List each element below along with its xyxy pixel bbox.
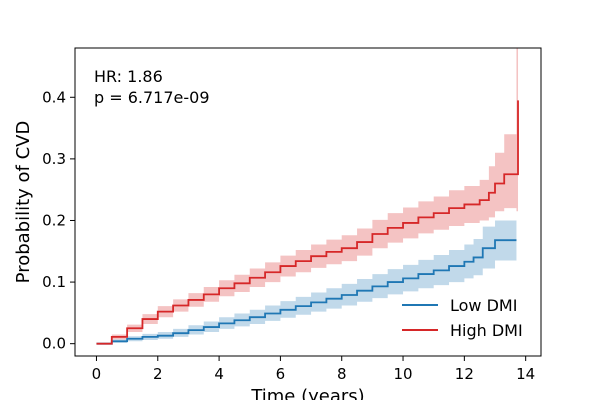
hazard-ratio-annotation: HR: 1.86 — [94, 67, 163, 86]
series-line-high-dmi — [96, 100, 519, 345]
x-axis-ticks: 0 2 4 6 8 10 12 14 — [92, 356, 535, 383]
x-tick-label: 6 — [276, 365, 286, 383]
y-axis-label: Probability of CVD — [13, 121, 34, 284]
confidence-bands — [96, 48, 519, 344]
y-tick-label: 0.1 — [42, 273, 66, 291]
series-line-low-dmi — [96, 239, 517, 345]
p-value-annotation: p = 6.717e-09 — [94, 88, 210, 107]
legend-label-low-dmi: Low DMI — [450, 296, 517, 315]
legend-label-high-dmi: High DMI — [450, 321, 523, 340]
y-tick-label: 0.3 — [42, 150, 66, 168]
x-tick-label: 2 — [153, 365, 163, 383]
x-tick-label: 0 — [92, 365, 102, 383]
x-tick-label: 12 — [455, 365, 474, 383]
series-lines — [96, 100, 519, 345]
x-tick-label: 10 — [393, 365, 412, 383]
y-tick-label: 0.0 — [42, 335, 66, 353]
y-axis-ticks: 0.0 0.1 0.2 0.3 0.4 — [42, 88, 75, 353]
x-tick-label: 8 — [337, 365, 347, 383]
x-tick-label: 14 — [516, 365, 535, 383]
x-tick-label: 4 — [214, 365, 224, 383]
plot-frame — [74, 47, 542, 357]
y-tick-label: 0.4 — [42, 88, 66, 106]
legend: Low DMI High DMI — [402, 296, 523, 340]
ci-band-low-dmi — [96, 220, 517, 344]
y-tick-label: 0.2 — [42, 211, 66, 229]
x-axis-label: Time (years) — [250, 386, 364, 400]
